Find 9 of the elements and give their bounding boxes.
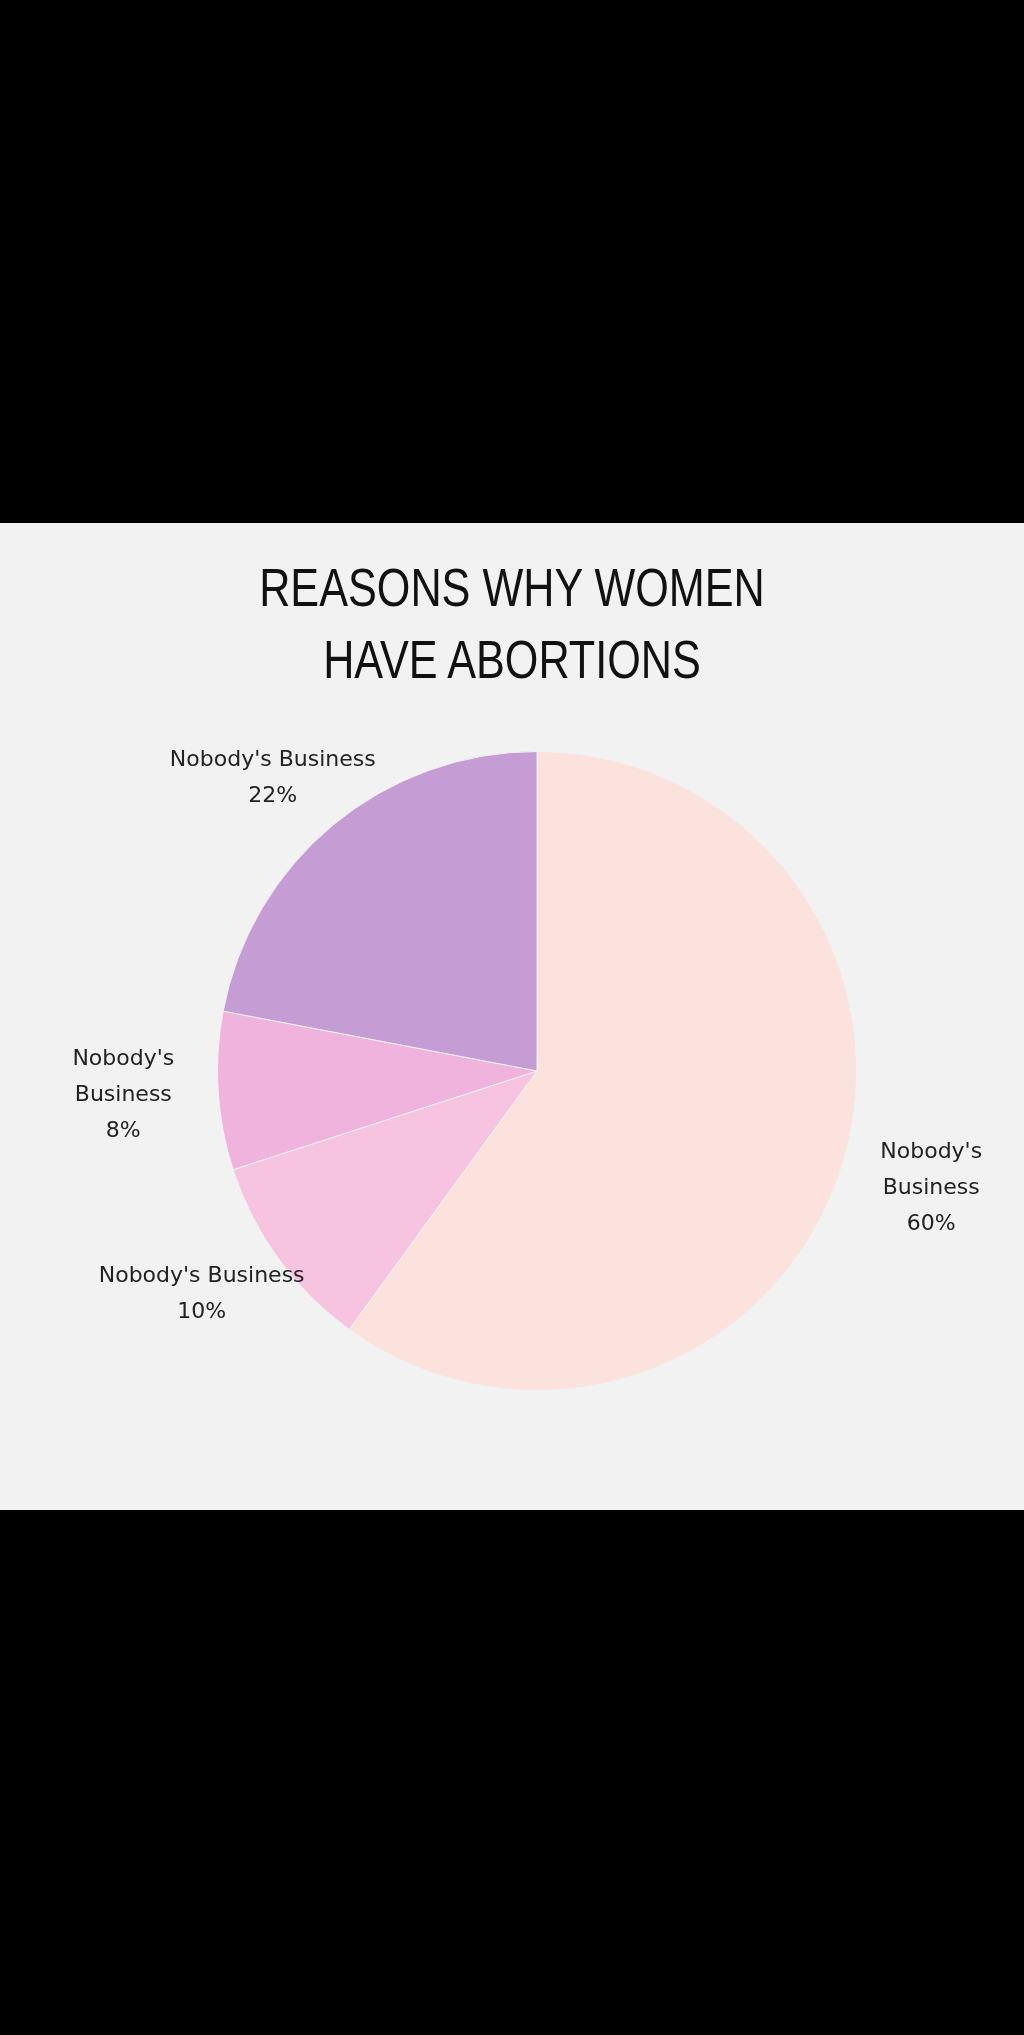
slice-label: Nobody's Business: [169, 746, 376, 772]
slice-label: Nobody's Business: [72, 1044, 175, 1106]
data-label: 8%: [105, 1116, 141, 1142]
slice-label: Nobody's Business: [98, 1261, 305, 1287]
data-label: 60%: [906, 1209, 956, 1235]
slice-label: Nobody's Business: [880, 1137, 983, 1199]
chart-title: REASONS WHY WOMEN HAVE ABORTIONS: [258, 556, 766, 691]
data-label: 10%: [177, 1297, 227, 1323]
data-label: 22%: [248, 782, 298, 808]
